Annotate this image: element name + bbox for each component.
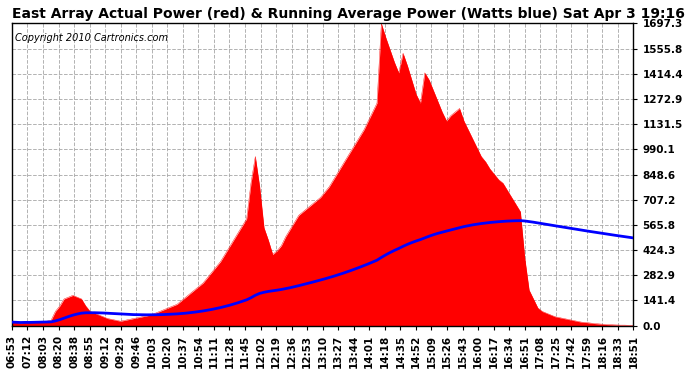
Text: Copyright 2010 Cartronics.com: Copyright 2010 Cartronics.com <box>15 33 168 43</box>
Text: East Array Actual Power (red) & Running Average Power (Watts blue) Sat Apr 3 19:: East Array Actual Power (red) & Running … <box>12 7 684 21</box>
